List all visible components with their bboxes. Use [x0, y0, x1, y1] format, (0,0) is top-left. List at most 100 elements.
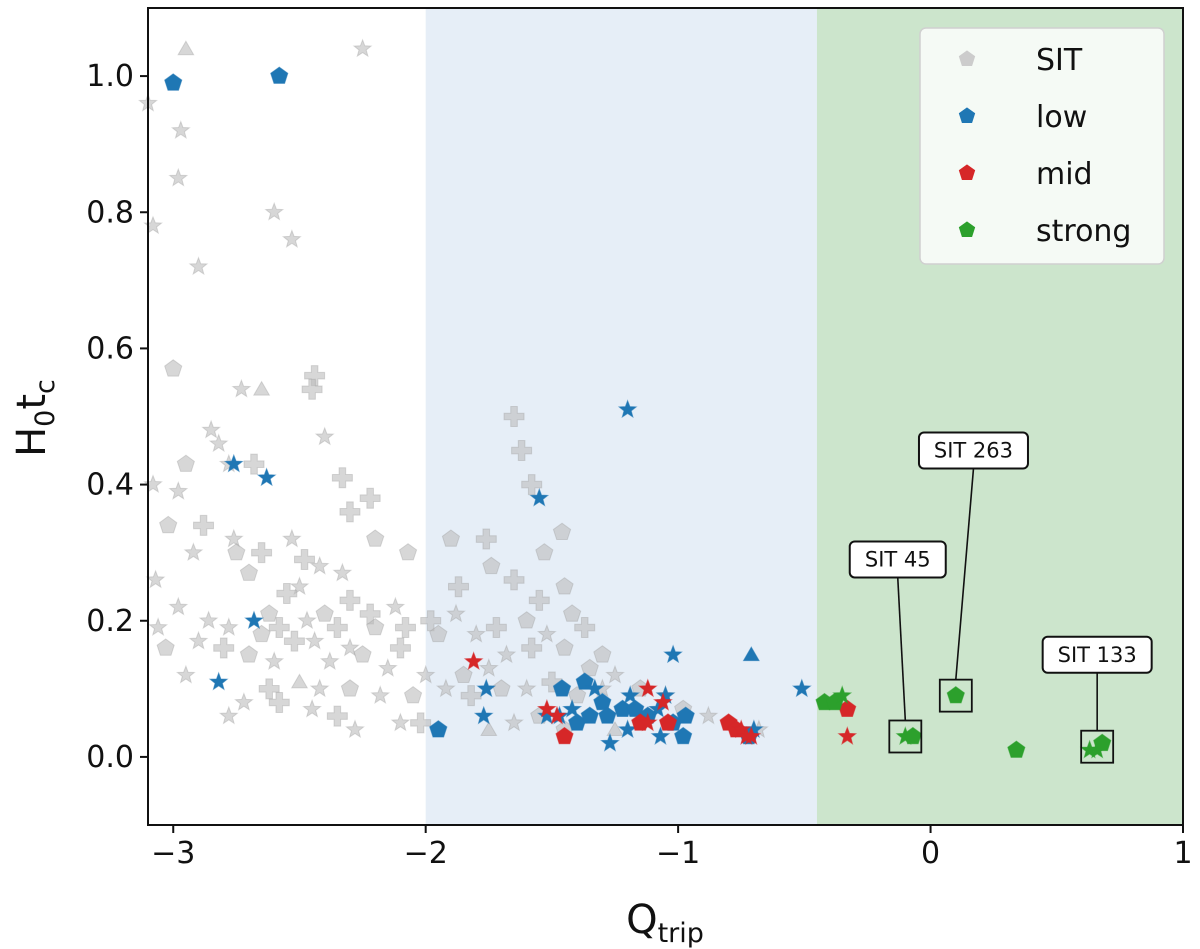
point-SIT-pentagon: [164, 359, 183, 377]
point-SIT-star: [231, 378, 252, 398]
annotation-label: SIT 263: [934, 439, 1013, 463]
point-SIT-pentagon: [552, 522, 572, 540]
point-SIT-triangle: [290, 673, 309, 689]
legend-label-strong: strong: [1036, 214, 1131, 249]
point-SIT-plus: [574, 617, 596, 639]
point-strong-pentagon: [946, 685, 965, 704]
point-SIT-pentagon: [555, 638, 574, 656]
point-SIT-star: [370, 685, 391, 705]
legend: SIT low mid strong: [919, 27, 1165, 265]
y-tick-label: 0.4: [86, 468, 134, 503]
point-SIT-star: [304, 630, 325, 650]
point-SIT-plus: [193, 514, 215, 536]
point-low-star: [208, 671, 229, 691]
point-SIT-star: [496, 644, 517, 664]
point-SIT-star: [218, 617, 239, 636]
y-tick-label: 1.0: [86, 59, 134, 94]
point-SIT-star: [188, 256, 209, 276]
point-SIT-pentagon: [517, 611, 536, 629]
data-points: [138, 38, 1112, 759]
axes: −3 −2 −1 0 1 0.0 0.2 0.4 0.6 0.8 1.0: [86, 7, 1193, 871]
point-SIT-plus: [258, 678, 280, 700]
point-SIT-plus: [243, 453, 265, 475]
point-low-star: [244, 610, 264, 630]
point-low-star: [562, 698, 583, 718]
point-SIT-plus: [268, 617, 290, 639]
point-SIT-plus: [511, 440, 533, 462]
point-SIT-plus: [213, 637, 235, 659]
point-SIT-star: [536, 623, 557, 643]
point-SIT-plus: [304, 365, 326, 387]
point-low-pentagon: [593, 692, 612, 711]
point-low-star: [476, 678, 497, 698]
point-SIT-plus: [448, 576, 469, 598]
point-low-star: [617, 399, 638, 419]
point-SIT-plus: [475, 528, 497, 550]
annotation-sit-2: SIT 133: [1041, 635, 1153, 764]
y-tick-label: 0.2: [86, 604, 134, 639]
point-SIT-plus: [485, 617, 507, 639]
point-low-star: [584, 678, 605, 698]
x-tick-label: −1: [656, 836, 700, 871]
point-SIT-pentagon: [239, 645, 259, 663]
point-SIT-pentagon: [315, 604, 334, 622]
point-SIT-pentagon: [535, 543, 554, 561]
point-SIT-star: [168, 167, 189, 187]
point-low-star: [529, 487, 550, 507]
legend-box: [919, 27, 1165, 265]
point-low-pentagon: [429, 720, 448, 738]
point-low-pentagon: [575, 672, 594, 690]
annotation-sit-1: SIT 263: [917, 431, 1029, 713]
point-SIT-plus: [521, 637, 543, 659]
point-SIT-star: [143, 474, 163, 494]
legend-label-low: low: [1036, 100, 1087, 135]
point-SIT-plus: [460, 685, 482, 707]
y-tick-label: 0.0: [86, 740, 134, 775]
point-SIT-pentagon: [580, 658, 599, 677]
point-low-star: [663, 644, 683, 664]
point-SIT-pentagon: [441, 529, 461, 547]
point-SIT-star: [415, 664, 436, 684]
point-mid-pentagon: [658, 713, 678, 731]
point-SIT-star: [504, 712, 524, 732]
point-SIT-star: [345, 719, 365, 739]
point-SIT-plus: [339, 501, 361, 523]
point-SIT-star: [183, 542, 204, 562]
point-SIT-star: [319, 651, 340, 671]
point-SIT-pentagon: [398, 543, 418, 561]
point-mid-star: [463, 651, 484, 671]
x-tick-label: 1: [1173, 836, 1192, 871]
point-SIT-triangle: [480, 721, 498, 736]
point-SIT-triangle: [177, 40, 195, 56]
point-mid-star: [741, 726, 762, 745]
point-mid-star: [653, 692, 673, 711]
point-SIT-pentagon: [366, 529, 385, 547]
point-SIT-star: [281, 229, 302, 248]
point-SIT-plus: [528, 589, 550, 611]
x-tick-label: −2: [404, 836, 448, 871]
point-SIT-plus: [359, 487, 381, 509]
point-strong-star: [832, 685, 853, 705]
point-SIT-plus: [301, 378, 323, 400]
annotation-leader-line: [955, 468, 975, 680]
point-SIT-star: [201, 419, 222, 439]
point-low-pentagon: [270, 66, 289, 84]
plot-frame: [147, 7, 1184, 826]
point-SIT-pentagon: [227, 543, 246, 561]
point-SIT-pentagon: [340, 679, 360, 697]
series-strong: [815, 685, 1112, 759]
point-low-pentagon: [626, 699, 645, 717]
annotation-sit-0: SIT 45: [848, 540, 947, 754]
point-SIT-star: [168, 596, 189, 616]
x-tick-label: −3: [151, 836, 195, 871]
point-SIT-star: [385, 596, 406, 616]
point-mid-star: [547, 705, 567, 725]
annotation-label: SIT 45: [865, 547, 931, 571]
point-SIT-pentagon: [562, 604, 582, 622]
point-SIT-pentagon: [482, 556, 501, 575]
point-SIT-plus: [394, 617, 416, 639]
point-SIT-triangle: [606, 721, 624, 736]
point-SIT-star: [446, 603, 466, 623]
point-low-star: [620, 685, 641, 705]
point-SIT-star: [143, 215, 163, 235]
